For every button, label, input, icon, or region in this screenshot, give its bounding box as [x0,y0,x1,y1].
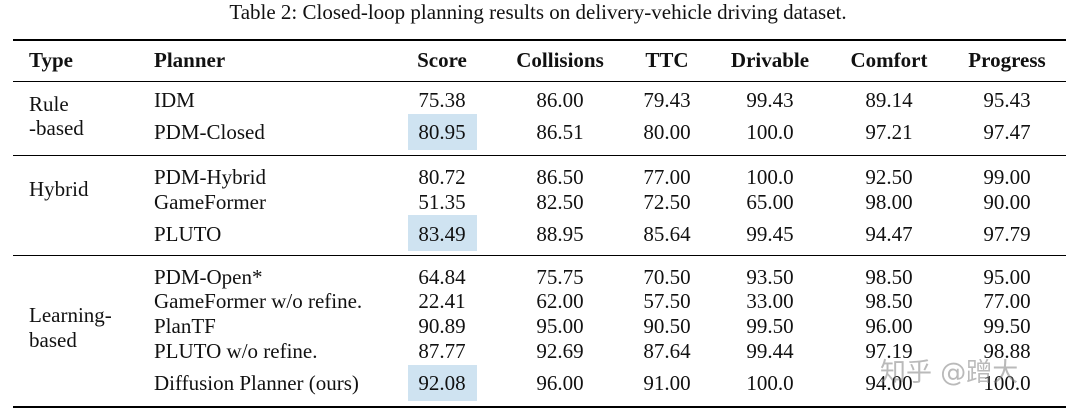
cell-drivable: 65.00 [746,190,794,214]
cell-progress: 97.79 [983,222,1031,246]
cell-collisions: 96.00 [536,371,584,395]
cell-drivable: 100.0 [746,120,794,144]
score-highlight [408,114,477,150]
cell-score: 90.89 [418,314,466,338]
cell-score: 51.35 [418,190,466,214]
cell-planner: IDM [154,88,195,112]
cell-ttc: 85.64 [643,222,691,246]
score-highlight [408,215,477,251]
cell-score: 87.77 [418,339,466,363]
cell-collisions: 88.95 [536,222,584,246]
cell-ttc: 91.00 [643,371,691,395]
group-rule-1 [13,155,1066,156]
header-drivable: Drivable [730,48,810,72]
cell-drivable: 93.50 [746,265,794,289]
cell-comfort: 89.14 [865,88,913,112]
cell-drivable: 99.45 [746,222,794,246]
header-planner: Planner [154,48,226,72]
cell-progress: 97.47 [983,120,1031,144]
cell-planner: PlanTF [154,314,216,338]
header-rule [13,81,1066,82]
cell-ttc: 90.50 [643,314,691,338]
table-caption: Table 2: Closed-loop planning results on… [229,0,847,24]
header-comfort: Comfort [850,48,928,72]
cell-score: 75.38 [418,88,466,112]
cell-collisions: 62.00 [536,289,584,313]
cell-collisions: 92.69 [536,339,584,363]
cell-planner: PDM-Closed [154,120,265,144]
header-progress: Progress [968,48,1046,72]
cell-progress: 77.00 [983,289,1031,313]
cell-comfort: 94.47 [865,222,913,246]
cell-drivable: 99.44 [746,339,794,363]
group-type-label: based [29,328,77,352]
cell-ttc: 79.43 [643,88,691,112]
header-collisions: Collisions [516,48,604,72]
cell-drivable: 99.43 [746,88,794,112]
cell-planner: Diffusion Planner (ours) [154,371,359,395]
cell-collisions: 86.50 [536,165,584,189]
watermark: 知乎 @蹭大 [880,358,1019,388]
cell-collisions: 75.75 [536,265,584,289]
header-ttc: TTC [645,48,689,72]
cell-collisions: 86.00 [536,88,584,112]
group-rule-2 [13,255,1066,256]
cell-drivable: 33.00 [746,289,794,313]
cell-drivable: 100.0 [746,165,794,189]
cell-progress: 99.00 [983,165,1031,189]
cell-progress: 98.88 [983,339,1031,363]
cell-ttc: 70.50 [643,265,691,289]
cell-planner: PLUTO [154,222,222,246]
cell-progress: 90.00 [983,190,1031,214]
cell-planner: GameFormer [154,190,266,214]
group-type-label: -based [29,116,84,140]
cell-score: 80.95 [418,120,466,144]
group-type-label: Hybrid [29,177,89,201]
cell-ttc: 80.00 [643,120,691,144]
cell-comfort: 94.00 [865,371,913,395]
cell-collisions: 86.51 [536,120,584,144]
cell-score: 83.49 [418,222,466,246]
cell-ttc: 57.50 [643,289,691,313]
cell-planner: PLUTO w/o refine. [154,339,318,363]
cell-ttc: 72.50 [643,190,691,214]
cell-planner: PDM-Open* [154,265,263,289]
group-type-label: Learning- [29,303,112,327]
group-type-label: Rule [29,92,69,116]
cell-ttc: 77.00 [643,165,691,189]
cell-score: 80.72 [418,165,466,189]
cell-comfort: 98.50 [865,289,913,313]
bottom-rule [13,406,1066,408]
score-highlight [408,365,477,401]
cell-comfort: 92.50 [865,165,913,189]
cell-collisions: 95.00 [536,314,584,338]
cell-planner: PDM-Hybrid [154,165,267,189]
cell-planner: GameFormer w/o refine. [154,289,363,313]
cell-progress: 95.43 [983,88,1031,112]
cell-progress: 99.50 [983,314,1031,338]
cell-comfort: 96.00 [865,314,913,338]
cell-comfort: 97.21 [865,120,913,144]
header-type: Type [29,48,73,72]
cell-progress: 100.0 [983,371,1031,395]
top-rule [13,39,1066,41]
cell-drivable: 99.50 [746,314,794,338]
cell-score: 22.41 [418,289,466,313]
cell-score: 92.08 [418,371,466,395]
cell-drivable: 100.0 [746,371,794,395]
cell-comfort: 98.00 [865,190,913,214]
cell-score: 64.84 [418,265,466,289]
cell-ttc: 87.64 [643,339,691,363]
cell-collisions: 82.50 [536,190,584,214]
cell-comfort: 98.50 [865,265,913,289]
cell-progress: 95.00 [983,265,1031,289]
cell-comfort: 97.19 [865,339,913,363]
header-score: Score [417,48,467,72]
